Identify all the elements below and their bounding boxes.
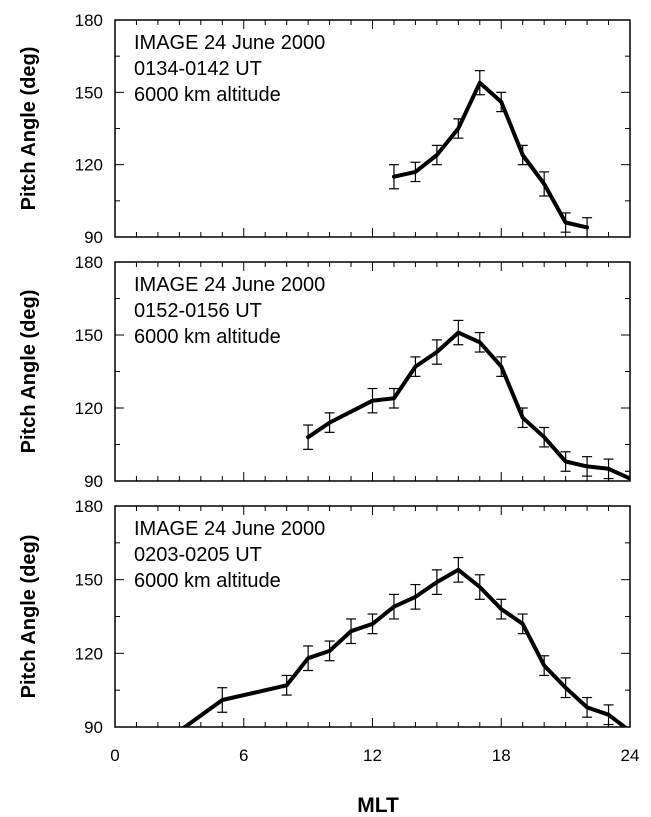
error-bar: [453, 118, 464, 139]
error-bar: [474, 331, 485, 353]
y-tick-label: 150: [75, 83, 103, 102]
panel-2: 90 120 150 180 Pitch Angle (deg) IMAGE 24 Jun…: [18, 253, 631, 491]
series-line: [306, 330, 630, 481]
annotation-line: 6000 km altitude: [134, 570, 281, 592]
x-tick-label: 0: [110, 746, 119, 765]
error-bar: [603, 458, 614, 480]
error-bar: [496, 356, 507, 377]
error-bar: [431, 339, 442, 365]
data-group: [303, 319, 630, 481]
y-axis-label: Pitch Angle (deg): [18, 290, 40, 454]
error-bar: [625, 470, 630, 481]
error-bar: [303, 424, 314, 450]
y-tick-label: 120: [75, 156, 103, 175]
annotation-line: IMAGE 24 June 2000: [134, 32, 325, 54]
y-tick-label: 90: [84, 718, 103, 737]
error-bar: [431, 144, 442, 166]
error-bar: [539, 171, 550, 197]
annotation-line: 6000 km altitude: [134, 326, 281, 348]
error-bar: [603, 704, 614, 726]
x-tick-label: 24: [621, 746, 640, 765]
y-tick-label: 180: [75, 253, 103, 272]
error-bar: [303, 645, 314, 672]
error-bar: [496, 598, 507, 620]
x-tick-label: 18: [492, 746, 511, 765]
y-tick-label: 180: [75, 11, 103, 30]
error-bar: [560, 451, 571, 472]
panel-3: 90 120 150 180 0 6 12 18 24 Pitch Angle (deg) IMAG…: [18, 497, 639, 765]
error-bar: [281, 674, 292, 696]
error-bar: [539, 655, 550, 677]
error-bar: [517, 407, 528, 429]
series-line: [181, 567, 628, 727]
error-bar: [388, 593, 399, 620]
x-axis-label: MLT: [357, 794, 399, 817]
annotation-line: IMAGE 24 June 2000: [134, 274, 325, 296]
error-bar: [517, 144, 528, 166]
error-bar: [474, 574, 485, 600]
annotation-line: 6000 km altitude: [134, 84, 281, 106]
annotation-line: 0203-0205 UT: [134, 544, 262, 566]
error-bar: [582, 456, 593, 477]
error-bar: [431, 569, 442, 596]
y-tick-label: 150: [75, 571, 103, 590]
y-axis-label: Pitch Angle (deg): [18, 535, 40, 699]
error-bar: [324, 640, 335, 662]
annotation-line: IMAGE 24 June 2000: [134, 518, 325, 540]
error-bar: [410, 356, 421, 377]
panel-1: 90 120 150 180 Pitch Angle (deg) IMAGE 24 Jun…: [18, 11, 631, 247]
data-group: [388, 70, 593, 237]
x-tick-label: 6: [239, 746, 248, 765]
error-bar: [217, 687, 228, 713]
error-bar: [539, 426, 550, 448]
error-bar: [582, 217, 593, 237]
error-bar: [388, 387, 399, 409]
y-tick-label: 90: [84, 228, 103, 247]
y-axis-label: Pitch Angle (deg): [18, 47, 40, 211]
error-bar: [324, 412, 335, 433]
y-tick-label: 90: [84, 472, 103, 491]
annotation-line: 0134-0142 UT: [134, 58, 262, 80]
error-bar: [453, 319, 464, 346]
y-tick-label: 120: [75, 399, 103, 418]
error-bar: [410, 583, 421, 610]
y-tick-label: 150: [75, 326, 103, 345]
x-tick-label: 12: [363, 746, 382, 765]
y-tick-label: 120: [75, 644, 103, 663]
error-bar: [517, 613, 528, 635]
y-tick-label: 180: [75, 497, 103, 516]
error-bar: [367, 387, 378, 414]
error-bar: [560, 677, 571, 699]
error-bar: [582, 696, 593, 718]
error-bar: [474, 70, 485, 96]
error-bar: [453, 556, 464, 583]
error-bar: [410, 161, 421, 183]
error-bar: [496, 91, 507, 113]
annotation-line: 0152-0156 UT: [134, 300, 262, 322]
data-group: [181, 556, 628, 727]
error-bar: [367, 613, 378, 635]
error-bar: [560, 212, 571, 233]
series-line: [392, 80, 590, 230]
error-bar: [388, 164, 399, 190]
error-bar: [346, 618, 357, 645]
